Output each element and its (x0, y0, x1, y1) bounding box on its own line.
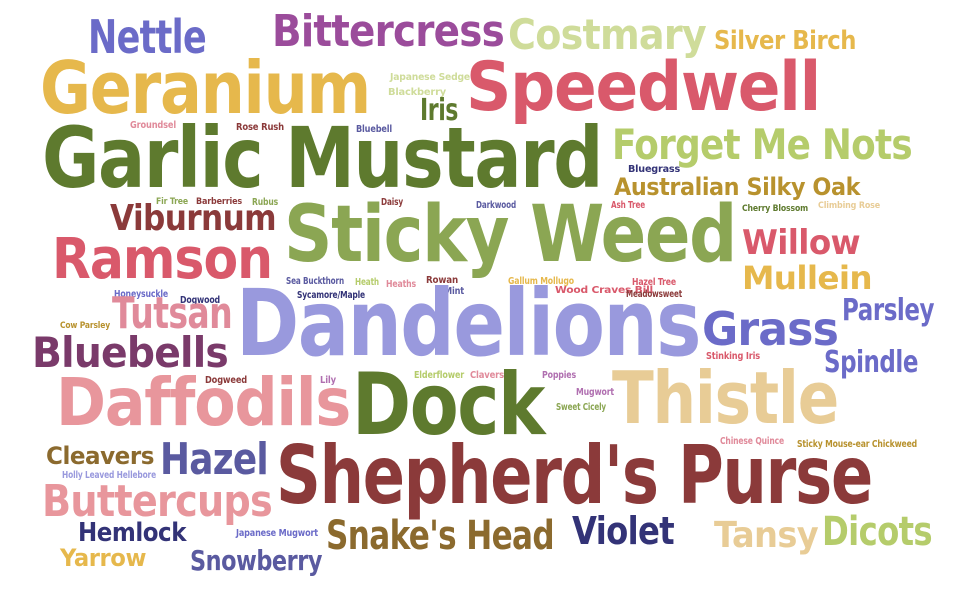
word-bluebell: Bluebell (356, 124, 392, 135)
word-daffodils: Daffodils (56, 364, 351, 441)
word-bluegrass: Bluegrass (628, 164, 680, 175)
word-tansy: Tansy (714, 515, 819, 556)
word-speedwell: Speedwell (466, 48, 821, 127)
word-thistle: Thistle (612, 356, 839, 440)
word-hemlock: Hemlock (78, 518, 186, 548)
word-sycamore-maple: Sycamore/Maple (297, 290, 365, 301)
word-snowberry: Snowberry (190, 544, 322, 577)
word-japanese-sedge: Japanese Sedge (390, 72, 470, 83)
word-heath: Heath (355, 277, 379, 288)
word-mugwort: Mugwort (576, 387, 614, 398)
word-costmary: Costmary (508, 10, 707, 59)
word-meadowsweet: Meadowsweet (626, 289, 682, 300)
word-poppies: Poppies (542, 370, 576, 381)
word-cow-parsley: Cow Parsley (60, 321, 110, 331)
word-rubus: Rubus (252, 197, 278, 208)
word-violet: Violet (572, 509, 675, 553)
word-parsley: Parsley (842, 293, 934, 328)
word-willow: Willow (742, 223, 861, 263)
word-bittercress: Bittercress (272, 6, 505, 57)
word-ramson: Ramson (52, 227, 273, 292)
word-sea-buckthorn: Sea Buckthorn (286, 276, 344, 287)
word-lily: Lily (320, 375, 336, 386)
word-heaths: Heaths (386, 279, 416, 290)
word-spindle: Spindle (824, 345, 918, 380)
word-holly-leaved-hellebore: Holly Leaved Hellebore (62, 470, 156, 481)
word-clavers: Clavers (470, 370, 504, 381)
word-fir-tree: Fir Tree (156, 197, 188, 207)
word-dicots: Dicots (822, 509, 933, 555)
word-australian-silky-oak: Australian Silky Oak (614, 173, 860, 201)
word-dock: Dock (352, 355, 545, 455)
word-cherry-blossom: Cherry Blossom (742, 204, 808, 214)
word-yarrow: Yarrow (60, 544, 146, 572)
word-hazel-tree: Hazel Tree (632, 277, 676, 288)
word-chinese-quince: Chinese Quince (720, 436, 784, 447)
word-grass: Grass (702, 302, 839, 356)
word-groundsel: Groundsel (130, 120, 176, 131)
word-wood-craves-bill: Wood Craves Bill (555, 285, 653, 296)
word-dandelions: Dandelions (236, 270, 702, 377)
word-honeysuckle: Honeysuckle (114, 289, 168, 300)
word-shepherd-s-purse: Shepherd's Purse (276, 429, 873, 522)
word-iris: Iris (420, 93, 458, 128)
word-barberries: Barberries (196, 197, 242, 207)
word-stinking-iris: Stinking Iris (706, 351, 760, 362)
word-dogweed: Dogweed (205, 375, 247, 386)
word-snake-s-head: Snake's Head (326, 513, 555, 559)
word-japanese-mugwort: Japanese Mugwort (236, 528, 318, 539)
word-darkwood: Darkwood (476, 200, 516, 211)
word-bluebells: Bluebells (32, 328, 229, 377)
word-buttercups: Buttercups (42, 476, 273, 527)
word-blackberry: Blackberry (388, 87, 446, 98)
word-sticky-weed: Sticky Weed (284, 190, 737, 280)
word-garlic-mustard: Garlic Mustard (42, 109, 603, 207)
word-hazel: Hazel (160, 434, 269, 485)
word-geranium: Geranium (40, 46, 371, 130)
word-ash-tree: Ash Tree (611, 200, 645, 211)
word-mint: Mint (444, 286, 464, 297)
word-silver-birch: Silver Birch (714, 26, 856, 56)
word-rowan: Rowan (426, 275, 458, 286)
word-elderflower: Elderflower (414, 370, 464, 381)
word-dogwood: Dogwood (180, 295, 220, 306)
word-climbing-rose: Climbing Rose (818, 201, 880, 211)
word-daisy: Daisy (381, 197, 403, 208)
word-cleavers: Cleavers (46, 442, 154, 470)
word-sticky-mouse-ear-chickweed: Sticky Mouse-ear Chickweed (797, 439, 917, 450)
word-viburnum: Viburnum (110, 198, 277, 239)
word-forget-me-nots: Forget Me Nots (612, 120, 913, 169)
word-nettle: Nettle (88, 10, 207, 64)
word-gallum-mollugo: Gallum Mollugo (508, 276, 574, 287)
word-mullein: Mullein (742, 259, 873, 297)
word-sweet-cicely: Sweet Cicely (556, 402, 606, 413)
word-rose-rush: Rose Rush (236, 122, 284, 133)
word-tutsan: Tutsan (112, 288, 233, 339)
